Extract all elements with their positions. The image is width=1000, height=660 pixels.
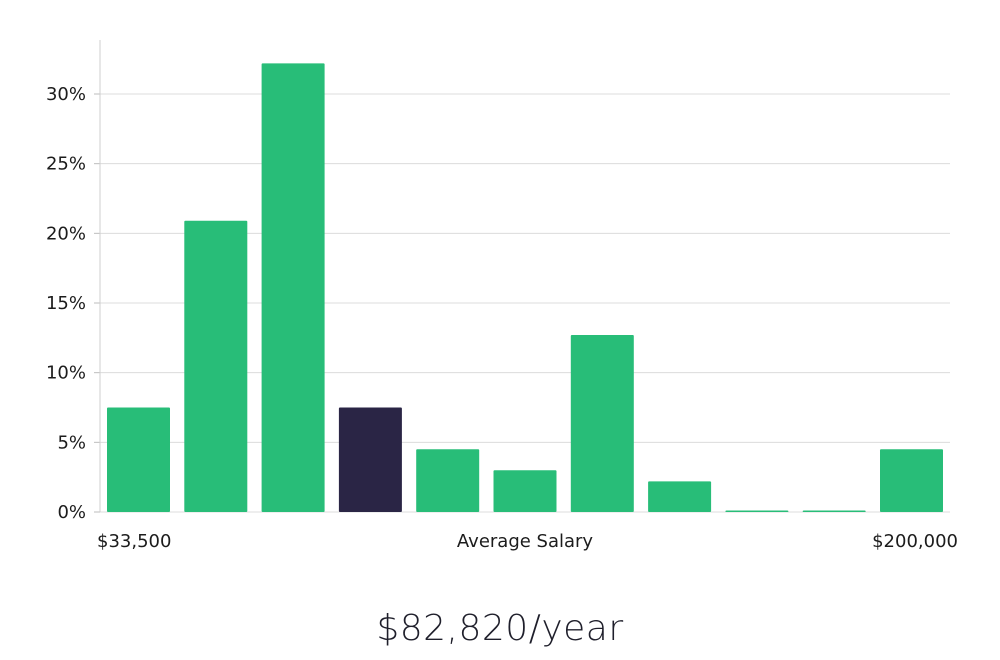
salary-histogram: 0% 5% 10% 15% 20% 25% 30% $33,500 Average Sala…	[46, 40, 958, 552]
bar	[493, 470, 557, 512]
y-tick-label: 30%	[46, 84, 86, 105]
y-tick-label: 15%	[46, 293, 86, 314]
y-tick-label: 25%	[46, 154, 86, 175]
x-axis-label: Average Salary	[457, 531, 594, 552]
bar	[802, 510, 866, 512]
y-tick-labels: 0% 5% 10% 15% 20% 25% 30%	[46, 84, 86, 523]
bar	[261, 63, 325, 512]
bar	[107, 407, 170, 512]
y-tick-label: 0%	[57, 502, 86, 523]
y-tick-label: 5%	[57, 432, 86, 453]
bar	[648, 481, 712, 512]
bars	[107, 63, 943, 512]
chart-svg: 0% 5% 10% 15% 20% 25% 30% $33,500 Average Sala…	[46, 40, 958, 552]
y-tick-label: 10%	[46, 363, 86, 384]
bar	[416, 449, 480, 512]
x-min-label: $33,500	[97, 531, 171, 552]
average-salary-value: $82,820/year	[376, 608, 624, 649]
bar	[570, 335, 634, 512]
y-tick-label: 20%	[46, 223, 86, 244]
x-max-label: $200,000	[872, 531, 958, 552]
bar	[725, 510, 789, 512]
bar	[184, 220, 248, 512]
bar	[880, 449, 943, 512]
bar-highlighted	[338, 407, 402, 512]
